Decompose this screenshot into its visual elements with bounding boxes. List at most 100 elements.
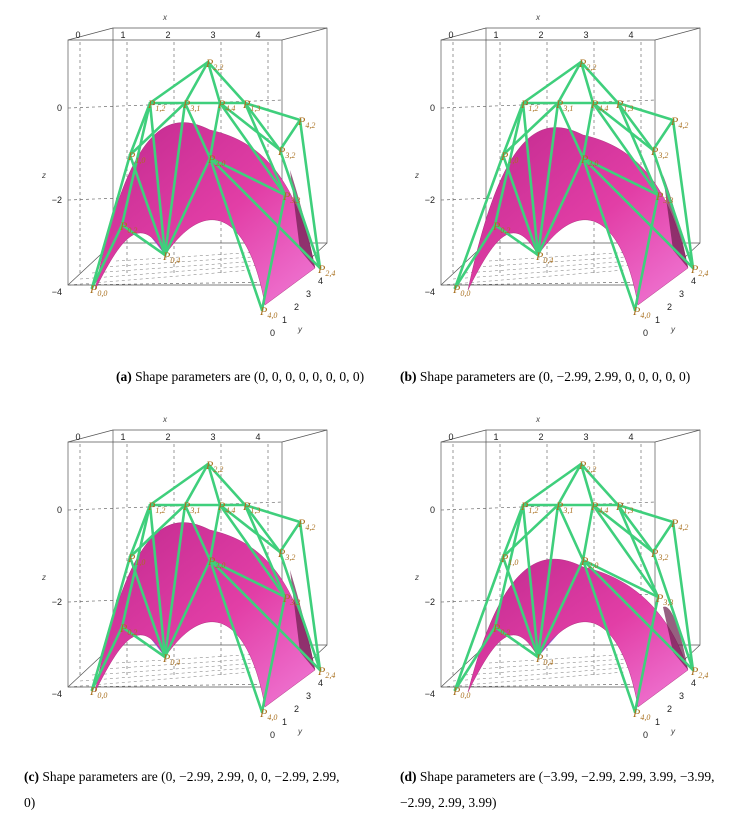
control-point-label: P4,4 (217, 499, 235, 515)
net-edge (90, 153, 132, 290)
net-edge (208, 156, 287, 197)
caption-c-text: Shape parameters are (0, −2.99, 2.99, 0,… (24, 769, 340, 810)
y-tick-label: 4 (691, 276, 696, 286)
x-tick-label: 3 (583, 30, 588, 40)
net-edge (521, 503, 540, 659)
net-edge (206, 60, 247, 105)
net-edge (183, 60, 210, 105)
surface (467, 127, 689, 306)
x-tick-label: 0 (75, 30, 80, 40)
net-edge (493, 101, 525, 227)
net-edge (298, 520, 322, 672)
control-point-label: P2,2 (205, 56, 223, 72)
net-edge (208, 503, 222, 562)
net-edge (90, 223, 124, 290)
control-point-label: P3,3 (282, 591, 300, 607)
control-point-label: P3,3 (655, 591, 673, 607)
net-edge (148, 462, 210, 507)
control-point-label: P3,1 (182, 499, 200, 515)
control-point-label: P3,1 (555, 499, 573, 515)
net-edge (120, 223, 167, 257)
control-point-label: P4,0 (632, 304, 650, 320)
control-point-label: P2,2 (578, 56, 596, 72)
x-tick-label: 0 (448, 432, 453, 442)
net-edge (591, 503, 660, 599)
x-tick-label: 2 (165, 30, 170, 40)
caption-c: (c) Shape parameters are (0, −2.99, 2.99… (24, 764, 354, 816)
y-tick-label: 1 (655, 315, 660, 325)
net-edge (579, 462, 595, 507)
y-axis-label: y (297, 325, 303, 334)
caption-d-tag: (d) (400, 769, 417, 784)
net-edge (90, 625, 124, 692)
y-tick-label: 4 (318, 276, 323, 286)
control-net (90, 462, 322, 714)
net-edge (206, 462, 222, 507)
net-edge (218, 503, 282, 554)
net-edge (243, 101, 282, 152)
net-edge (501, 101, 525, 157)
net-edge (243, 101, 287, 197)
net-edge (298, 118, 322, 270)
net-edge (278, 520, 302, 554)
x-tick-label: 3 (210, 30, 215, 40)
x-axis-label: x (162, 13, 168, 22)
net-edge (521, 101, 540, 257)
net-edge (616, 503, 660, 599)
control-point-label: P1,3 (242, 499, 260, 515)
net-edge (671, 118, 695, 270)
control-net (453, 60, 695, 312)
control-point-label: P1,3 (242, 97, 260, 113)
z-axis-label: z (414, 171, 419, 180)
net-edge (501, 555, 540, 659)
y-tick-label: 3 (306, 691, 311, 701)
control-point-label: P2,4 (690, 664, 708, 680)
net-edge (278, 550, 322, 672)
control-point-label: P3,2 (650, 546, 668, 562)
x-tick-label: 4 (628, 30, 633, 40)
z-tick-label: −2 (52, 597, 62, 607)
control-point-label: P4,0 (259, 304, 277, 320)
z-tick-label: −2 (425, 597, 435, 607)
net-edge (163, 558, 212, 659)
net-edge (208, 156, 322, 270)
x-axis-label: x (162, 415, 168, 424)
z-tick-label: −4 (425, 287, 435, 297)
net-edge (163, 156, 212, 257)
z-tick-label: 0 (430, 505, 435, 515)
control-point-label: P3,2 (650, 144, 668, 160)
net-edge (453, 153, 505, 290)
control-point-label: P0,4 (162, 249, 180, 265)
y-tick-label: 4 (318, 678, 323, 688)
control-point-label: P2,4 (317, 664, 335, 680)
control-point-label: P2,2 (205, 458, 223, 474)
net-edge (581, 101, 595, 160)
control-net (453, 462, 695, 714)
control-point-label: P3,2 (277, 144, 295, 160)
net-edge (128, 503, 152, 559)
net-edge (536, 156, 585, 257)
y-tick-label: 2 (667, 704, 672, 714)
y-tick-label: 1 (282, 717, 287, 727)
y-axis-label: y (670, 727, 676, 736)
net-edge (493, 625, 540, 659)
net-edge (208, 558, 322, 672)
net-edge (208, 101, 222, 160)
net-edge (579, 60, 595, 105)
control-point-label: P4,2 (670, 516, 688, 532)
net-edge (521, 462, 583, 507)
net-edge (616, 503, 655, 554)
net-edge (493, 223, 540, 257)
net-edge (616, 101, 655, 152)
net-edge (260, 193, 287, 312)
net-edge (581, 558, 695, 672)
net-edge (651, 118, 675, 152)
x-tick-label: 0 (75, 432, 80, 442)
net-edge (163, 101, 187, 257)
y-tick-label: 3 (679, 691, 684, 701)
net-edge (536, 503, 560, 659)
x-tick-label: 2 (538, 432, 543, 442)
net-edge (651, 520, 675, 554)
z-tick-label: −4 (425, 689, 435, 699)
